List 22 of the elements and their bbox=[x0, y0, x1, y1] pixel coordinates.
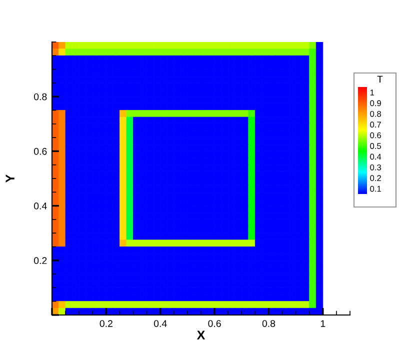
y-tick-label: 0.6 bbox=[34, 148, 47, 155]
color-bar-label: 0.1 bbox=[370, 186, 381, 192]
color-bar-label: 0.4 bbox=[370, 154, 382, 160]
color-bar-label: 0.5 bbox=[370, 143, 382, 149]
color-bar-label: 0.6 bbox=[370, 132, 381, 138]
color-bar-label: 0.7 bbox=[370, 122, 381, 128]
color-bar-label: 0.2 bbox=[370, 175, 381, 182]
color-bar-label: 1 bbox=[370, 90, 374, 96]
x-tick-label: 0.2 bbox=[100, 320, 112, 327]
x-axis-title: X bbox=[196, 330, 206, 340]
color-bar-title: T bbox=[377, 76, 383, 83]
x-tick-label: 0.8 bbox=[262, 320, 276, 327]
y-tick-label: 0.2 bbox=[34, 257, 47, 264]
color-bar-label: 0.9 bbox=[370, 100, 381, 106]
y-tick-label: 0.4 bbox=[34, 202, 47, 210]
x-tick-label: 1 bbox=[320, 320, 326, 327]
color-bar-label: 0.8 bbox=[370, 110, 381, 117]
x-tick-label: 0.4 bbox=[154, 320, 167, 327]
color-bar-label: 0.3 bbox=[370, 164, 381, 170]
y-tick-label: 0.8 bbox=[34, 93, 47, 100]
x-tick-label: 0.6 bbox=[208, 320, 221, 327]
y-axis-title: Y bbox=[6, 174, 14, 182]
